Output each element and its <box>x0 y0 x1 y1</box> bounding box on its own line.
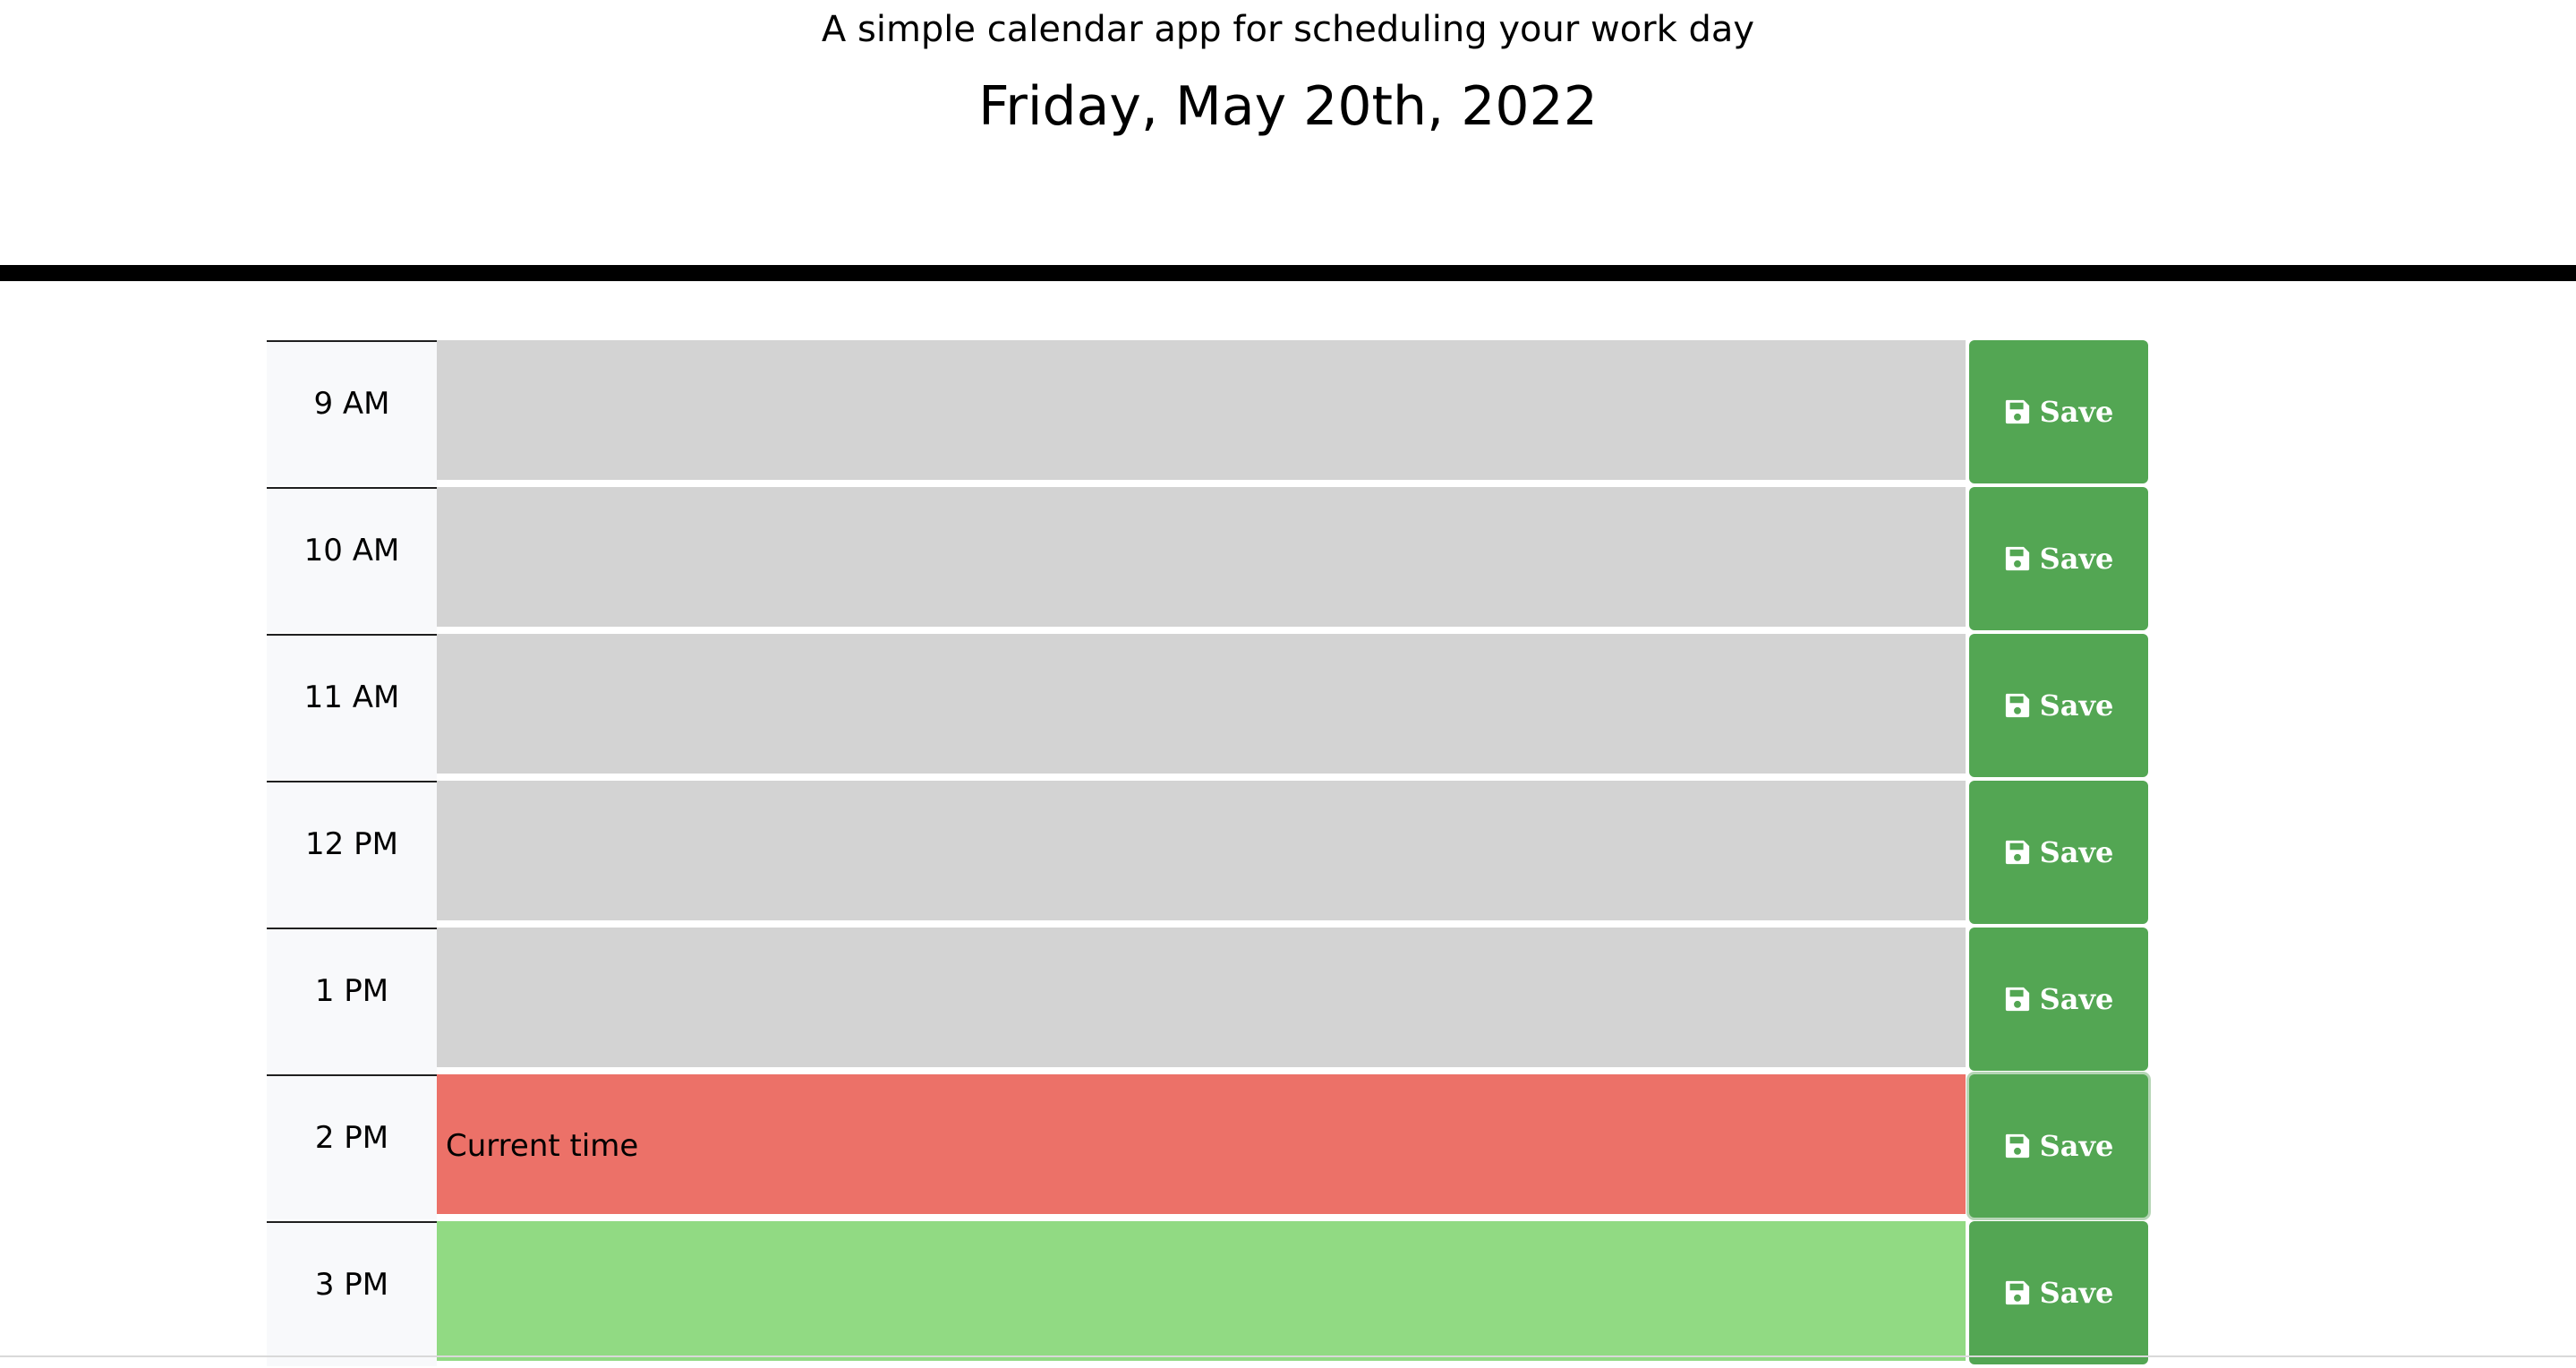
save-button[interactable]: Save <box>1969 1221 2148 1364</box>
floppy-disk-icon <box>2005 1280 2029 1305</box>
header-divider <box>0 265 2576 281</box>
hour-label: 3 PM <box>267 1221 437 1366</box>
hour-label: 12 PM <box>267 781 437 926</box>
hour-label: 1 PM <box>267 928 437 1073</box>
timeblock-row-3pm: 3 PM Save <box>267 1221 2150 1368</box>
save-button[interactable]: Save <box>1969 634 2148 777</box>
floppy-disk-icon <box>2005 546 2029 571</box>
timeblock-row-1pm: 1 PM Save <box>267 928 2150 1074</box>
floppy-disk-icon <box>2005 987 2029 1012</box>
floppy-disk-icon <box>2005 399 2029 424</box>
save-button[interactable]: Save <box>1969 781 2148 924</box>
hour-label: 9 AM <box>267 340 437 485</box>
timeblock-row-11am: 11 AM Save <box>267 634 2150 781</box>
timeblock-row-9am: 9 AM Save <box>267 340 2150 487</box>
timeblock-row-2pm: 2 PM Current time Save <box>267 1074 2150 1221</box>
viewport-bottom-edge <box>0 1355 2576 1357</box>
save-button[interactable]: Save <box>1969 340 2148 483</box>
timeblock-list: 9 AM Save 10 AM Save 11 AM Save 12 <box>267 340 2150 1368</box>
save-button-label: Save <box>2039 542 2114 576</box>
event-description-input[interactable] <box>437 781 1966 924</box>
save-button-label: Save <box>2039 982 2114 1016</box>
save-button[interactable]: Save <box>1969 487 2148 630</box>
page-header: A simple calendar app for scheduling you… <box>0 0 2576 265</box>
save-button[interactable]: Save <box>1969 928 2148 1071</box>
save-button-label: Save <box>2039 688 2114 722</box>
floppy-disk-icon <box>2005 1133 2029 1159</box>
hour-label: 2 PM <box>267 1074 437 1219</box>
current-day: Friday, May 20th, 2022 <box>978 75 1598 138</box>
save-button[interactable]: Save <box>1969 1074 2148 1218</box>
page-subtitle: A simple calendar app for scheduling you… <box>821 9 1755 50</box>
event-description-input[interactable] <box>437 1221 1966 1364</box>
event-description-input[interactable] <box>437 340 1966 483</box>
hour-label: 10 AM <box>267 487 437 632</box>
save-button-label: Save <box>2039 835 2114 869</box>
timeblock-row-10am: 10 AM Save <box>267 487 2150 634</box>
event-description-input[interactable]: Current time <box>437 1074 1966 1218</box>
save-button-label: Save <box>2039 1129 2114 1163</box>
event-description-input[interactable] <box>437 928 1966 1071</box>
event-description-input[interactable] <box>437 634 1966 777</box>
timeblock-row-12pm: 12 PM Save <box>267 781 2150 928</box>
save-button-label: Save <box>2039 1276 2114 1310</box>
floppy-disk-icon <box>2005 693 2029 718</box>
hour-label: 11 AM <box>267 634 437 779</box>
save-button-label: Save <box>2039 395 2114 429</box>
floppy-disk-icon <box>2005 840 2029 865</box>
event-description-input[interactable] <box>437 487 1966 630</box>
